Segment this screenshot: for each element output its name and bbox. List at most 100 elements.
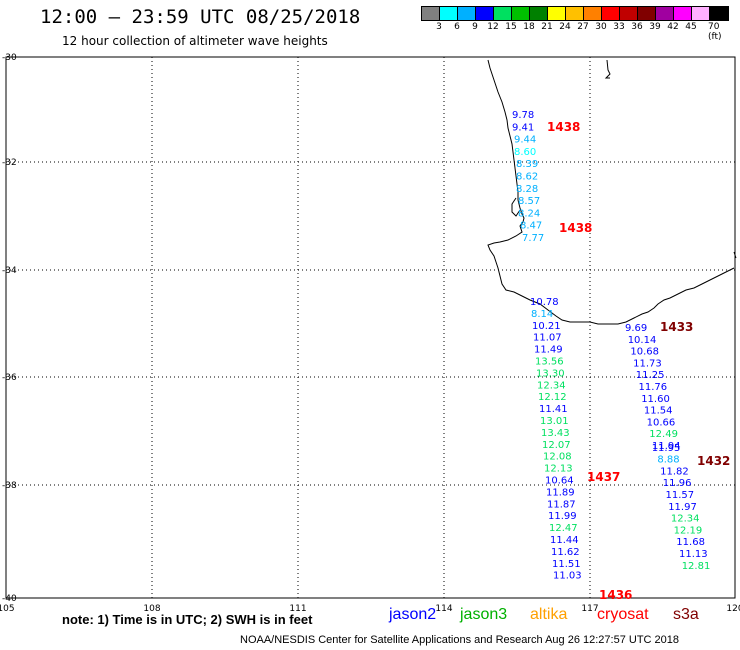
wave-height-value: 13.56	[535, 357, 564, 368]
wave-height-value: 9.69	[625, 323, 647, 334]
color-scale-label: 18	[523, 22, 535, 32]
pass-time-label: 1438	[547, 120, 580, 134]
credit-line: NOAA/NESDIS Center for Satellite Applica…	[240, 634, 680, 646]
wave-height-value: 11.82	[660, 466, 689, 477]
wave-height-value: 11.73	[633, 358, 662, 369]
color-scale-label: 3	[436, 22, 442, 32]
color-scale-label: 30	[595, 22, 607, 32]
wave-height-value: 10.66	[647, 417, 676, 428]
color-swatch	[692, 7, 710, 20]
latitude-label: -40	[2, 594, 17, 604]
wave-height-value: 10.68	[630, 347, 659, 358]
wave-height-value: 13.43	[541, 428, 570, 439]
latitude-label: -32	[2, 158, 17, 168]
legend-item-jason2: jason2	[389, 606, 437, 623]
wave-height-value: 11.57	[666, 490, 695, 501]
color-scale-label: 21	[541, 22, 553, 32]
wave-height-value: 11.51	[552, 559, 581, 570]
inland-lake-symbol	[604, 59, 611, 79]
color-swatch	[602, 7, 620, 20]
color-scale-label: 45	[685, 22, 697, 32]
legend-item-altika: altika	[530, 606, 568, 623]
wave-height-value: 12.07	[542, 440, 571, 451]
color-scale-label: 15	[505, 22, 517, 32]
longitude-label: 117	[581, 604, 598, 614]
wave-height-value: 8.60	[514, 147, 536, 158]
pass-time-labels: 1438 1438 1433 1432 1437 1436	[547, 120, 730, 602]
color-swatch	[710, 7, 728, 20]
map-subtitle: 12 hour collection of altimeter wave hei…	[62, 34, 328, 48]
color-swatch	[530, 7, 548, 20]
color-scale-label: 70 (ft)	[708, 22, 722, 42]
wave-height-value: 8.47	[520, 221, 542, 232]
cape-detail	[511, 197, 521, 217]
pass-time-label: 1432	[697, 454, 730, 468]
color-swatch	[494, 7, 512, 20]
map-frame	[5, 56, 736, 599]
color-swatch	[422, 7, 440, 20]
wave-height-value: 12.49	[649, 429, 678, 440]
wave-height-value: 11.97	[668, 502, 697, 513]
color-swatch	[674, 7, 692, 20]
wave-height-value: 11.94	[652, 441, 681, 452]
color-scale-label: 6	[454, 22, 460, 32]
longitude-label: 105	[0, 604, 15, 614]
pass-time-label: 1433	[660, 320, 693, 334]
wave-height-value: 8.24	[518, 208, 540, 219]
wave-height-value: 11.99	[548, 511, 577, 522]
wave-height-value: 11.49	[534, 345, 563, 356]
wave-height-value: 11.68	[676, 537, 705, 548]
legend-item-jason3: jason3	[460, 606, 508, 623]
wave-height-value: 11.96	[663, 478, 692, 489]
wave-height-value: 10.14	[628, 335, 657, 346]
latitude-label: -38	[2, 481, 17, 491]
wave-height-value: 13.30	[536, 368, 565, 379]
color-scale-label: 36	[631, 22, 643, 32]
legend-item-cryosat: cryosat	[597, 606, 649, 623]
longitude-label: 111	[289, 604, 306, 614]
wave-height-value: 11.03	[553, 571, 582, 582]
pass-time-label: 1438	[559, 221, 592, 235]
wave-height-value: 11.13	[679, 549, 708, 560]
wave-height-value: 10.78	[530, 297, 559, 308]
wave-height-value: 12.34	[671, 514, 700, 525]
footnote: note: 1) Time is in UTC; 2) SWH is in fe…	[62, 612, 313, 627]
wave-height-value: 7.77	[522, 233, 544, 244]
wave-height-value: 11.89	[546, 487, 575, 498]
longitude-label: 120	[726, 604, 740, 614]
wave-height-value: 11.60	[641, 394, 670, 405]
wave-height-values: 9.789.41 9.448.608.39 8.628.288.578.24 8.47…	[512, 110, 710, 582]
pass-time-label: 1437	[587, 470, 620, 484]
wave-height-value: 11.87	[547, 499, 576, 510]
graticule: 105 108 111 114 117 120 -30 -32 -34 -36 -38 -40	[0, 53, 740, 614]
color-scale-label: 42	[667, 22, 679, 32]
color-swatch	[566, 7, 584, 20]
wave-height-value: 11.95	[652, 443, 681, 454]
color-swatch	[548, 7, 566, 20]
color-swatch	[638, 7, 656, 20]
wave-height-value: 8.62	[516, 172, 538, 183]
wave-height-value: 12.19	[674, 525, 703, 536]
color-scale-label: 27	[577, 22, 589, 32]
wave-height-value: 11.54	[644, 406, 673, 417]
east-coast-fragment	[733, 251, 737, 259]
wave-height-value: 11.25	[636, 370, 665, 381]
wave-height-value: 10.64	[545, 476, 574, 487]
wave-height-value: 9.44	[514, 135, 536, 146]
color-swatch	[476, 7, 494, 20]
wave-height-value: 8.88	[657, 455, 679, 466]
color-swatch	[584, 7, 602, 20]
color-swatch	[512, 7, 530, 20]
longitude-label: 114	[435, 604, 452, 614]
color-scale-label: 9	[472, 22, 478, 32]
pass-time-label: 1436	[599, 588, 632, 602]
wave-height-value: 12.12	[538, 392, 567, 403]
color-scale-label: 12	[487, 22, 499, 32]
color-swatch	[440, 7, 458, 20]
legend-item-s3a: s3a	[673, 606, 699, 623]
wave-height-value: 10.21	[532, 321, 561, 332]
color-swatch	[656, 7, 674, 20]
color-scale-label: 33	[613, 22, 625, 32]
wave-height-value: 9.41	[512, 122, 534, 133]
wave-height-value: 12.34	[537, 380, 566, 391]
